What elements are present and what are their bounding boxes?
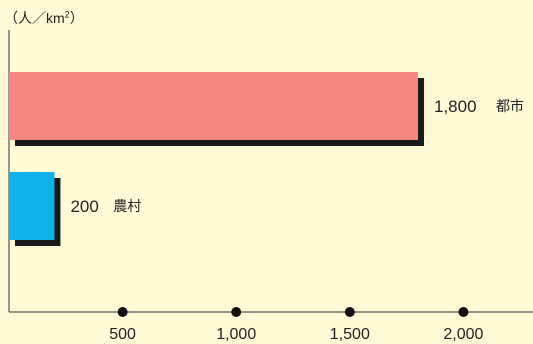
x-tick-dot-2 bbox=[231, 307, 242, 317]
x-tick-dot-4 bbox=[458, 307, 469, 317]
x-tick-dot-3 bbox=[344, 307, 355, 317]
unit-label-superscript: 2 bbox=[64, 9, 70, 20]
bar-value-label-2: 200 bbox=[70, 197, 98, 216]
unit-label-open: （人／km bbox=[4, 10, 65, 26]
bar-1 bbox=[9, 72, 418, 140]
x-tick-label-2: 1,000 bbox=[216, 326, 256, 343]
unit-label: （人／km2） bbox=[4, 8, 84, 28]
x-tick-label-3: 1,500 bbox=[330, 326, 370, 343]
bar-value-label-1: 1,800 bbox=[434, 97, 477, 116]
unit-label-close: ） bbox=[69, 10, 84, 26]
bar-2 bbox=[9, 172, 55, 240]
bar-category-label-1: 都市 bbox=[496, 98, 524, 115]
bar-category-label-2: 農村 bbox=[113, 199, 141, 215]
x-tick-dot-1 bbox=[117, 307, 128, 317]
x-tick-label-1: 500 bbox=[109, 326, 136, 343]
x-tick-label-4: 2,000 bbox=[443, 326, 483, 343]
